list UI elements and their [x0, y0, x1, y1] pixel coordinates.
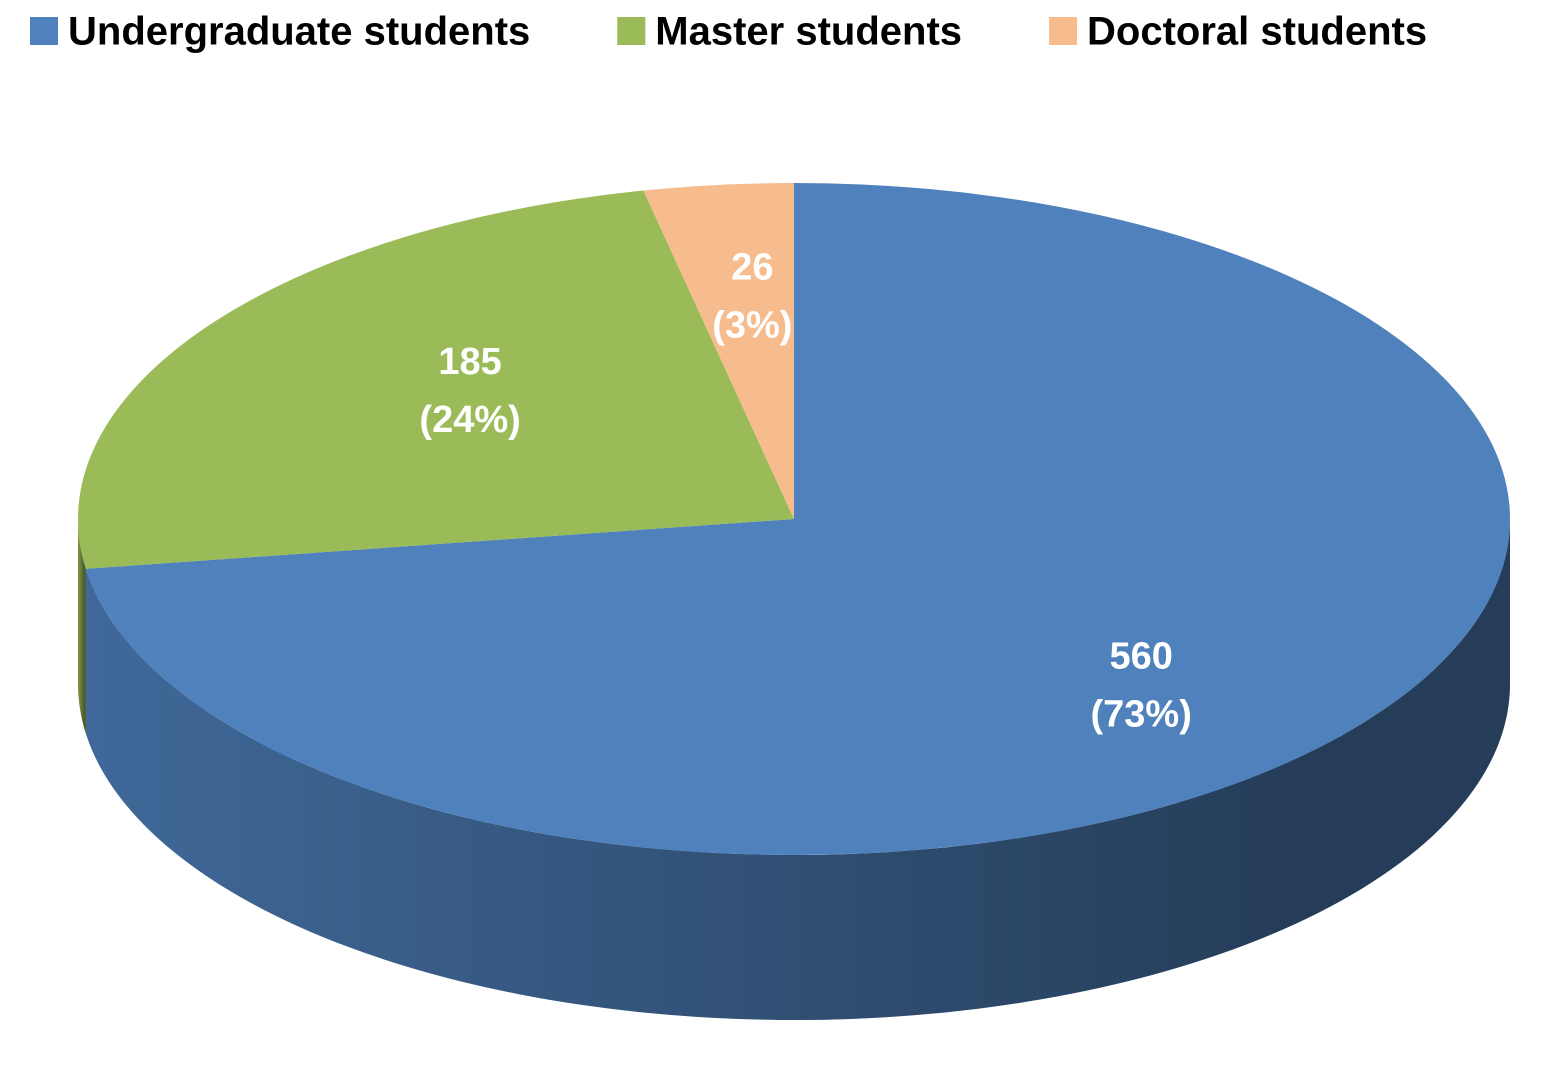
side-shade [85, 519, 1511, 1020]
legend-label: Doctoral students [1087, 10, 1427, 54]
pie-slice [85, 183, 1510, 856]
data-labels: 560 (73%) 185 (24%) 26 (3%) [419, 247, 1191, 736]
legend-label: Undergraduate students [68, 10, 530, 54]
legend-label: Master students [655, 10, 962, 54]
legend: Undergraduate students Master students Doc… [30, 10, 1427, 54]
value-label: 185 [438, 341, 501, 383]
legend-swatch [617, 17, 646, 45]
percent-label: (3%) [712, 305, 792, 347]
value-label: 560 [1109, 635, 1172, 677]
pie-slice [77, 190, 794, 569]
pie-sides [78, 519, 1511, 1020]
pie-slice [643, 183, 794, 519]
value-label: 26 [731, 247, 773, 289]
legend-swatch [1049, 17, 1078, 45]
side-shade [78, 519, 86, 734]
percent-label: (24%) [419, 399, 520, 441]
pie-tops [77, 183, 1510, 856]
percent-label: (73%) [1091, 693, 1192, 735]
legend-swatch [30, 17, 58, 45]
